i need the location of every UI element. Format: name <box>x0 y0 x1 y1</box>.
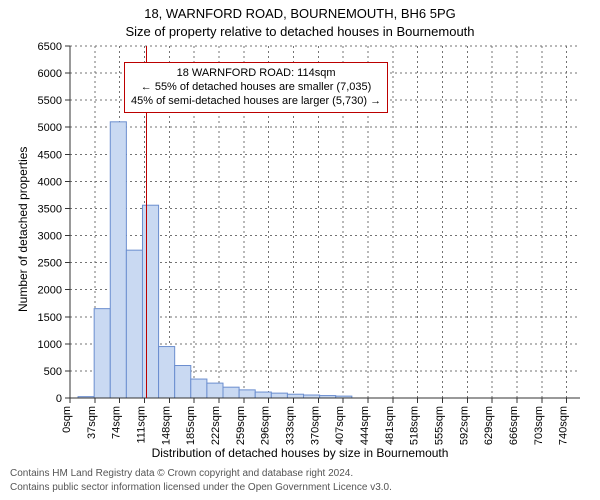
y-axis-label: Number of detached properties <box>16 147 30 312</box>
histogram-bar <box>271 393 287 398</box>
svg-text:148sqm: 148sqm <box>160 406 172 445</box>
svg-text:518sqm: 518sqm <box>409 406 421 445</box>
chart-subtitle: Size of property relative to detached ho… <box>0 24 600 39</box>
histogram-bar <box>159 347 175 398</box>
attribution-line-2: Contains public sector information licen… <box>10 482 392 493</box>
histogram-bar <box>175 366 191 398</box>
histogram-bar <box>110 122 126 398</box>
histogram-bar <box>191 379 207 398</box>
svg-text:1000: 1000 <box>38 339 62 351</box>
svg-text:3000: 3000 <box>38 231 62 243</box>
svg-text:2500: 2500 <box>38 258 62 270</box>
info-line-3: 45% of semi-detached houses are larger (… <box>131 95 381 109</box>
histogram-bar <box>126 250 142 398</box>
svg-text:2000: 2000 <box>38 285 62 297</box>
svg-text:6000: 6000 <box>38 68 62 80</box>
svg-text:3500: 3500 <box>38 203 62 215</box>
svg-text:370sqm: 370sqm <box>309 406 321 445</box>
svg-text:74sqm: 74sqm <box>111 406 123 439</box>
svg-text:1500: 1500 <box>38 312 62 324</box>
svg-text:5500: 5500 <box>38 95 62 107</box>
chart-root: 18, WARNFORD ROAD, BOURNEMOUTH, BH6 5PG … <box>0 0 600 500</box>
svg-text:6500: 6500 <box>38 41 62 53</box>
histogram-bar <box>142 205 158 398</box>
info-line-1: 18 WARNFORD ROAD: 114sqm <box>131 67 381 81</box>
svg-text:4500: 4500 <box>38 149 62 161</box>
svg-text:222sqm: 222sqm <box>210 406 222 445</box>
chart-address-title: 18, WARNFORD ROAD, BOURNEMOUTH, BH6 5PG <box>0 6 600 21</box>
svg-text:185sqm: 185sqm <box>185 406 197 445</box>
svg-text:4000: 4000 <box>38 176 62 188</box>
info-line-2: ← 55% of detached houses are smaller (7,… <box>131 81 381 95</box>
svg-text:666sqm: 666sqm <box>508 406 520 445</box>
histogram-bar <box>223 387 239 398</box>
info-box: 18 WARNFORD ROAD: 114sqm ← 55% of detach… <box>124 62 388 113</box>
histogram-bar <box>255 392 271 398</box>
histogram-bar <box>287 394 303 398</box>
svg-text:740sqm: 740sqm <box>558 406 570 445</box>
histogram-bar <box>207 383 223 398</box>
svg-text:500: 500 <box>44 366 62 378</box>
histogram-bar <box>239 390 255 398</box>
histogram-bar <box>94 309 110 398</box>
attribution-line-1: Contains HM Land Registry data © Crown c… <box>10 468 353 479</box>
svg-text:592sqm: 592sqm <box>458 406 470 445</box>
svg-text:481sqm: 481sqm <box>384 406 396 445</box>
svg-text:629sqm: 629sqm <box>483 406 495 445</box>
svg-text:703sqm: 703sqm <box>533 406 545 445</box>
svg-text:296sqm: 296sqm <box>260 406 272 445</box>
svg-text:444sqm: 444sqm <box>359 406 371 445</box>
svg-text:37sqm: 37sqm <box>86 406 98 439</box>
svg-text:333sqm: 333sqm <box>284 406 296 445</box>
svg-text:111sqm: 111sqm <box>135 406 147 444</box>
svg-text:5000: 5000 <box>38 122 62 134</box>
svg-text:0: 0 <box>56 393 62 405</box>
svg-text:407sqm: 407sqm <box>334 406 346 445</box>
svg-text:0sqm: 0sqm <box>61 406 73 433</box>
x-axis-label: Distribution of detached houses by size … <box>0 446 600 460</box>
svg-text:259sqm: 259sqm <box>235 406 247 445</box>
svg-text:555sqm: 555sqm <box>433 406 445 445</box>
